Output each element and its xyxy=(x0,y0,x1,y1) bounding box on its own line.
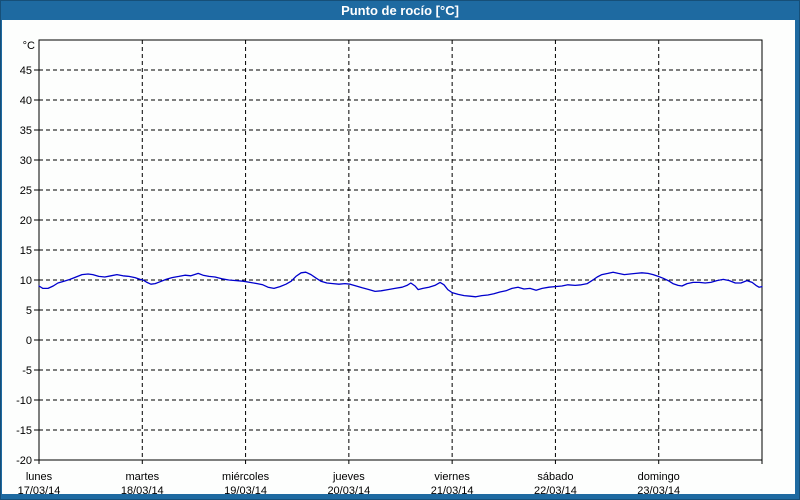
x-axis-date-label: 18/03/14 xyxy=(121,485,164,497)
x-axis-date-label: 21/03/14 xyxy=(431,485,474,497)
y-axis-unit-label: °C xyxy=(23,40,35,52)
x-axis-day-label: jueves xyxy=(332,471,365,483)
y-tick-label: 0 xyxy=(26,335,32,347)
y-tick-label: -10 xyxy=(16,395,32,407)
y-tick-label: 30 xyxy=(20,155,32,167)
x-axis-day-label: sábado xyxy=(537,471,573,483)
y-tick-label: 15 xyxy=(20,245,32,257)
chart-title-bar: Punto de rocío [°C] xyxy=(0,0,800,20)
y-tick-label: 40 xyxy=(20,95,32,107)
x-axis-date-label: 20/03/14 xyxy=(327,485,370,497)
plot-frame xyxy=(38,39,763,461)
x-axis-day-label: lunes xyxy=(26,471,53,483)
chart-background xyxy=(2,20,795,494)
y-tick-label: 45 xyxy=(20,65,32,77)
y-tick-label: 5 xyxy=(26,305,32,317)
x-axis-day-label: domingo xyxy=(638,471,680,483)
y-tick-label: 35 xyxy=(20,125,32,137)
x-axis-date-label: 19/03/14 xyxy=(224,485,267,497)
x-axis-date-label: 22/03/14 xyxy=(534,485,577,497)
dew-point-line xyxy=(38,271,763,298)
y-tick-label: 20 xyxy=(20,215,32,227)
x-axis-day-label: miércoles xyxy=(222,471,270,483)
x-axis-day-label: martes xyxy=(125,471,159,483)
y-tick-label: -15 xyxy=(16,425,32,437)
y-tick-label: -5 xyxy=(22,365,32,377)
y-tick-label: 10 xyxy=(20,275,32,287)
y-tick-label: 25 xyxy=(20,185,32,197)
chart-title: Punto de rocío [°C] xyxy=(341,2,459,18)
x-axis-day-label: viernes xyxy=(434,471,470,483)
x-axis-date-label: 23/03/14 xyxy=(637,485,680,497)
x-axis-date-label: 17/03/14 xyxy=(18,485,61,497)
y-tick-label: -20 xyxy=(16,455,32,467)
